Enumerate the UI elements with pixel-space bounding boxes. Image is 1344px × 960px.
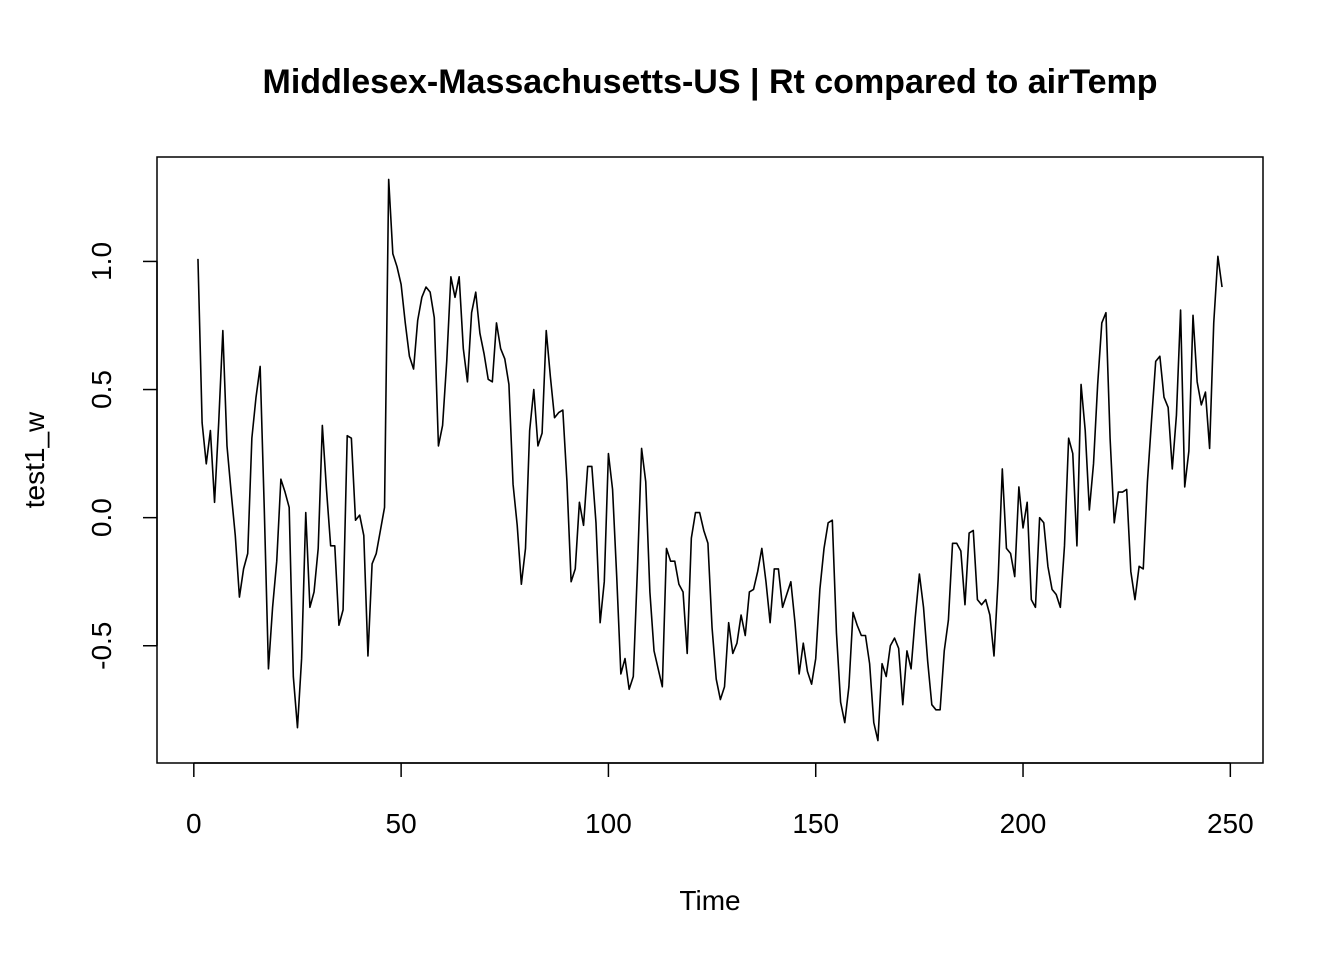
series-line (197, 178, 1223, 742)
x-axis-label: Time (679, 885, 740, 916)
y-tick-label: 0.0 (86, 498, 117, 537)
chart-title: Middlesex-Massachusetts-US | Rt compared… (263, 63, 1158, 101)
plot-frame (156, 156, 1264, 764)
x-axis: 0 50 100 150 200 250 (186, 762, 1254, 839)
y-tick-label: 0.5 (86, 370, 117, 409)
x-tick-label: 250 (1207, 808, 1254, 839)
y-tick-label: 1.0 (86, 242, 117, 281)
y-tick-label: -0.5 (86, 622, 117, 670)
x-tick-label: 150 (792, 808, 839, 839)
x-tick-label: 100 (585, 808, 632, 839)
x-tick-label: 200 (1000, 808, 1047, 839)
y-axis-label: test1_w (19, 411, 50, 508)
x-tick-label: 0 (186, 808, 202, 839)
y-axis: -0.5 0.0 0.5 1.0 (86, 242, 158, 670)
x-tick-label: 50 (386, 808, 417, 839)
